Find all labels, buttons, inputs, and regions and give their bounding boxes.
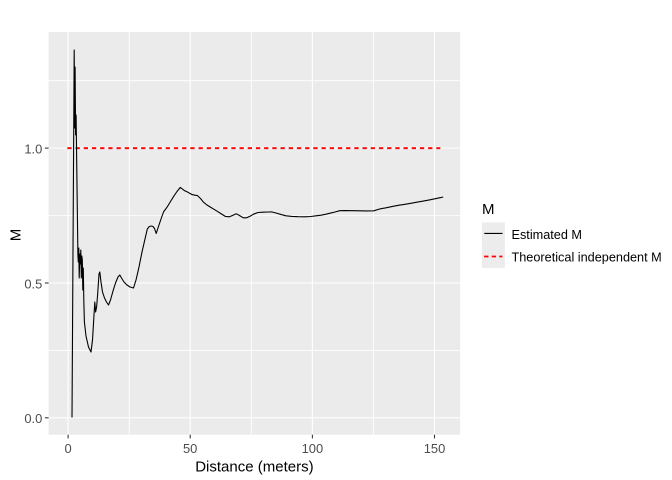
svg-text:Distance (meters): Distance (meters) (195, 458, 313, 475)
svg-text:M: M (8, 229, 25, 242)
svg-text:M: M (482, 201, 495, 218)
svg-text:150: 150 (424, 441, 446, 456)
svg-text:1.0: 1.0 (24, 142, 42, 157)
svg-text:0.0: 0.0 (24, 411, 42, 426)
svg-text:0: 0 (65, 441, 72, 456)
svg-text:50: 50 (183, 441, 197, 456)
svg-text:100: 100 (302, 441, 324, 456)
svg-text:Theoretical independent M: Theoretical independent M (512, 250, 662, 264)
svg-text:0.5: 0.5 (24, 276, 42, 291)
svg-text:Estimated M: Estimated M (512, 228, 583, 242)
